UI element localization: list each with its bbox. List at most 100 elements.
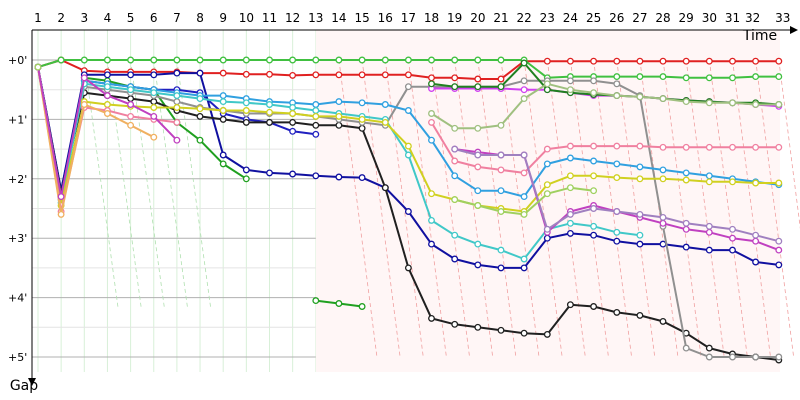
data-point: [312, 121, 320, 129]
data-point: [775, 143, 783, 151]
data-point: [682, 219, 690, 227]
data-point: [312, 172, 320, 180]
data-point: [682, 344, 690, 352]
data-point: [566, 57, 574, 65]
data-point: [497, 83, 505, 91]
data-point: [659, 240, 667, 248]
data-point: [566, 142, 574, 150]
data-point: [752, 73, 760, 81]
data-point: [752, 231, 760, 239]
data-point: [358, 56, 366, 64]
data-point: [428, 216, 435, 224]
data-point: [497, 151, 505, 159]
data-point: [497, 326, 505, 334]
data-point: [196, 69, 204, 77]
data-point: [636, 210, 644, 218]
x-tick-label: 14: [331, 11, 346, 25]
data-point: [312, 297, 320, 305]
data-point: [150, 71, 158, 79]
x-tick-label: 16: [378, 11, 393, 25]
data-point: [451, 172, 459, 180]
data-point: [566, 77, 574, 85]
data-point: [451, 83, 459, 91]
x-tick-label: 27: [632, 11, 647, 25]
data-point: [775, 73, 783, 81]
data-point: [543, 160, 551, 168]
data-point: [520, 169, 528, 177]
data-point: [196, 112, 204, 120]
data-point: [682, 98, 690, 106]
data-point: [404, 142, 412, 150]
data-point: [358, 115, 366, 123]
data-point: [196, 136, 204, 144]
data-point: [150, 56, 158, 64]
data-point: [775, 353, 783, 361]
data-point: [242, 99, 250, 107]
data-point: [242, 107, 250, 114]
data-point: [613, 142, 621, 150]
data-point: [219, 69, 227, 77]
data-point: [127, 56, 135, 64]
data-point: [127, 86, 135, 94]
data-point: [520, 59, 528, 67]
data-point: [381, 101, 389, 108]
data-point: [428, 110, 435, 117]
data-point: [34, 63, 42, 71]
data-point: [428, 190, 435, 198]
data-point: [196, 95, 204, 103]
data-point: [659, 166, 667, 174]
series-line: [34, 63, 783, 132]
series-path: [430, 121, 779, 174]
y-tick-label: +0': [8, 54, 27, 67]
data-point: [312, 130, 320, 138]
series-line: [34, 56, 783, 82]
series-layer: [34, 56, 783, 364]
x-tick-label: 6: [150, 11, 158, 25]
x-tick-label: 30: [702, 11, 717, 25]
data-point: [613, 237, 621, 245]
data-point: [729, 178, 736, 186]
data-point: [242, 70, 250, 78]
data-point: [590, 57, 598, 65]
data-point: [335, 173, 343, 181]
data-point: [404, 56, 412, 64]
x-tick-label: 24: [563, 11, 578, 25]
x-tick-label: 3: [80, 11, 88, 25]
data-point: [150, 112, 158, 120]
data-point: [729, 225, 736, 233]
data-point: [289, 104, 297, 111]
data-point: [520, 264, 528, 272]
data-point: [659, 73, 667, 81]
data-point: [636, 93, 644, 101]
lap-guide-line: [685, 59, 725, 358]
data-point: [705, 344, 713, 352]
x-axis-arrow: [790, 26, 798, 34]
y-axis-label: Gap: [10, 378, 38, 394]
data-point: [543, 330, 551, 338]
lap-guide-line: [616, 59, 656, 358]
data-point: [173, 92, 181, 100]
y-tick-label: +1': [8, 113, 27, 126]
x-tick-label: 17: [401, 11, 416, 25]
data-point: [404, 208, 412, 215]
data-point: [775, 246, 783, 254]
data-point: [705, 178, 713, 186]
x-tick-label: 26: [609, 11, 624, 25]
data-point: [613, 208, 621, 215]
data-point: [150, 133, 158, 141]
data-point: [381, 56, 389, 64]
data-point: [312, 107, 320, 114]
data-point: [520, 95, 528, 103]
data-point: [428, 56, 435, 64]
x-tick-label: 31: [725, 11, 740, 25]
data-point: [266, 70, 273, 78]
data-point: [428, 118, 435, 126]
lap-guide-line: [361, 59, 401, 358]
series-path: [430, 82, 779, 130]
data-point: [590, 187, 598, 195]
data-point: [520, 151, 528, 159]
data-point: [705, 143, 713, 151]
data-point: [150, 98, 158, 106]
y-tick-label: +3': [8, 232, 27, 245]
data-point: [497, 208, 505, 215]
